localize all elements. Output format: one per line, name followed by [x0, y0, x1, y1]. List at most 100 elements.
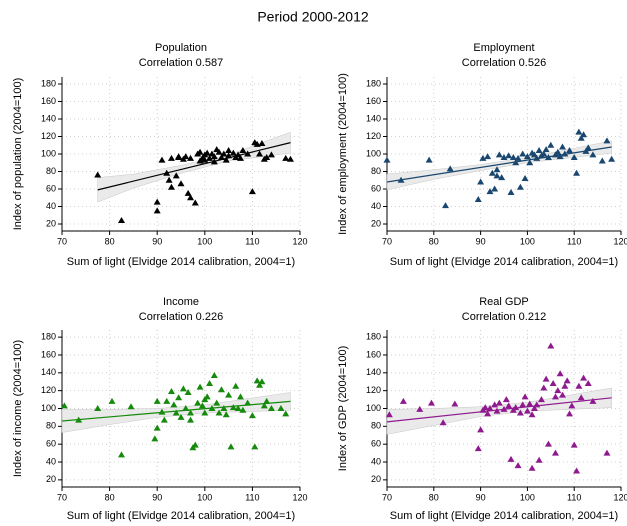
scatter-point — [158, 156, 166, 163]
scatter-point — [584, 144, 592, 151]
scatter-point — [507, 189, 515, 195]
x-tick-label: 110 — [567, 492, 581, 502]
y-tick-label: 40 — [371, 456, 381, 466]
scatter-point — [563, 377, 571, 384]
scatter-point — [549, 380, 557, 387]
scatter-point — [589, 151, 597, 158]
scatter-point — [544, 440, 552, 447]
scatter-point — [383, 156, 391, 163]
scatter-point — [263, 397, 271, 404]
scatter-point — [213, 146, 221, 153]
x-tick-label: 80 — [429, 492, 439, 502]
scatter-point — [175, 394, 183, 401]
x-tick-label: 110 — [245, 492, 259, 502]
scatter-point — [523, 153, 531, 160]
scatter-point — [206, 154, 214, 161]
y-tick-label: 60 — [46, 439, 56, 449]
scatter-point — [187, 194, 195, 201]
scatter-point — [575, 128, 583, 135]
scatter-point — [486, 188, 494, 195]
scatter-point — [60, 402, 68, 409]
scatter-point — [282, 154, 290, 161]
scatter-point — [165, 176, 173, 183]
x-tick-label: 120 — [292, 236, 307, 246]
scatter-point — [282, 410, 290, 417]
scatter-point — [118, 217, 125, 223]
scatter-point — [479, 154, 487, 161]
x-tick-label: 100 — [197, 236, 212, 246]
scatter-point — [217, 386, 225, 393]
scatter-point — [258, 140, 266, 146]
y-tick-label: 20 — [46, 474, 56, 484]
y-tick-label: 80 — [371, 421, 381, 431]
scatter-point — [163, 397, 171, 404]
confidence-band — [386, 140, 612, 191]
scatter-point — [201, 409, 209, 416]
y-tick-label: 60 — [46, 183, 56, 193]
x-tick-label: 90 — [152, 492, 162, 502]
scatter-point — [589, 397, 597, 404]
scatter-point — [256, 150, 264, 157]
scatter-point — [556, 370, 564, 377]
y-tick-label: 140 — [366, 113, 381, 123]
scatter-point — [577, 134, 585, 141]
scatter-point — [493, 166, 501, 173]
scatter-point — [516, 183, 524, 190]
panel-title: Population — [155, 42, 207, 54]
scatter-point — [568, 402, 576, 409]
scatter-point — [484, 153, 492, 160]
scatter-point — [416, 405, 424, 412]
scatter-point — [251, 443, 259, 450]
scatter-point — [201, 396, 209, 403]
y-tick-label: 60 — [371, 183, 381, 193]
scatter-point — [573, 169, 581, 176]
scatter-point — [516, 409, 524, 416]
y-tick-label: 140 — [41, 367, 56, 377]
scatter-point — [263, 154, 271, 160]
scatter-point — [509, 154, 517, 160]
y-tick-label: 160 — [41, 349, 56, 359]
y-tick-label: 140 — [366, 367, 381, 377]
scatter-point — [253, 377, 261, 384]
x-tick-label: 100 — [520, 492, 535, 502]
scatter-point — [547, 141, 555, 148]
y-tick-label: 80 — [46, 166, 56, 176]
scatter-point — [167, 154, 175, 161]
scatter-point — [526, 400, 534, 407]
scatter-point — [427, 399, 435, 406]
x-tick-label: 90 — [152, 236, 162, 246]
scatter-point — [603, 449, 611, 456]
scatter-point — [528, 411, 536, 418]
scatter-point — [495, 151, 503, 158]
scatter-point — [258, 378, 266, 385]
y-tick-label: 80 — [371, 166, 381, 176]
scatter-point — [210, 153, 218, 160]
scatter-point — [177, 413, 185, 420]
y-tick-label: 120 — [41, 131, 56, 141]
x-tick-label: 70 — [382, 236, 392, 246]
y-tick-label: 160 — [366, 349, 381, 359]
scatter-point — [167, 388, 175, 395]
scatter-point — [244, 399, 252, 406]
y-axis-label: Index of income (2004=100) — [12, 340, 24, 477]
scatter-point — [286, 155, 294, 162]
x-tick-label: 70 — [382, 492, 392, 502]
scatter-point — [229, 404, 237, 411]
y-tick-label: 160 — [41, 96, 56, 106]
scatter-point — [554, 387, 562, 394]
scatter-point — [425, 156, 433, 163]
scatter-point — [175, 153, 183, 160]
scatter-point — [184, 189, 192, 196]
scatter-point — [179, 385, 187, 392]
scatter-point — [561, 382, 569, 389]
scatter-point — [570, 154, 578, 160]
scatter-point — [172, 172, 180, 179]
y-tick-label: 100 — [366, 148, 381, 158]
scatter-point — [237, 393, 244, 400]
scatter-point — [220, 405, 228, 411]
scatter-point — [521, 175, 529, 181]
x-tick-label: 90 — [476, 236, 486, 246]
scatter-point — [227, 443, 235, 450]
scatter-point — [556, 153, 564, 160]
